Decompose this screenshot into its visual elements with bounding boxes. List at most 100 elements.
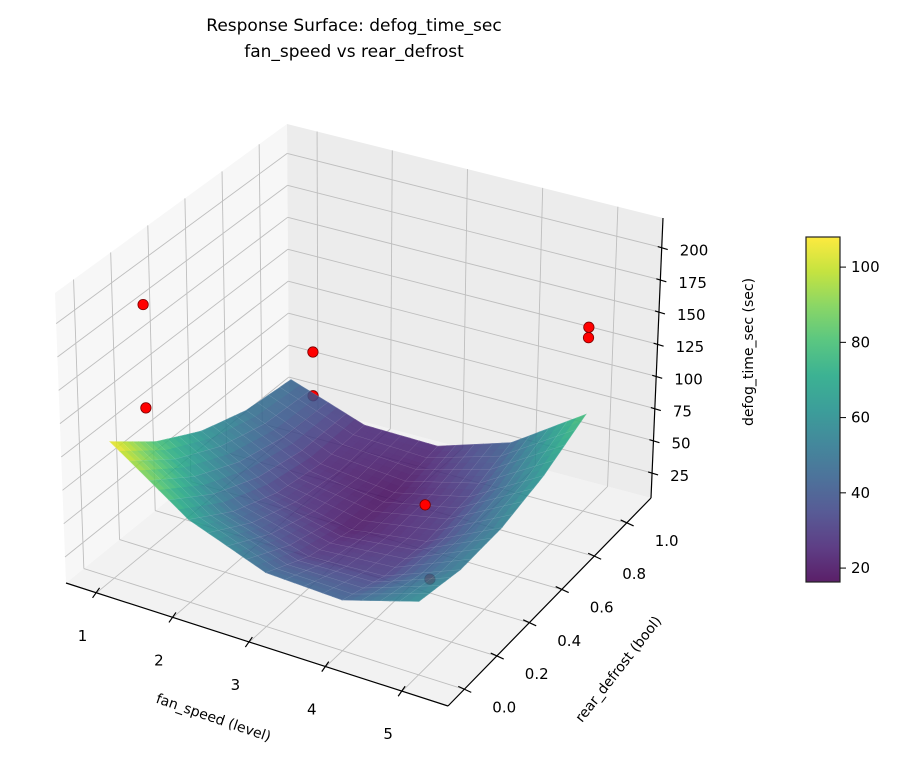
surface-wire xyxy=(279,387,576,459)
y-axis-line xyxy=(447,497,652,707)
surface-wire xyxy=(207,430,383,533)
z-tick xyxy=(654,310,666,315)
gridline-x-back xyxy=(389,150,393,429)
surface-wire xyxy=(178,436,482,559)
surface-wire xyxy=(257,402,555,484)
z-tick-label: 200 xyxy=(680,242,709,260)
surface-wire xyxy=(284,445,456,580)
y-tick-label: 0.2 xyxy=(525,665,549,683)
gridline-y-left xyxy=(73,279,85,569)
title-line-1: Response Surface: defog_time_sec xyxy=(206,16,501,36)
surface-wire xyxy=(265,446,438,573)
gridline-x-floor xyxy=(401,486,608,692)
surface-wire xyxy=(212,425,513,531)
colorbar-tick-label: 80 xyxy=(851,333,870,351)
surface-wire xyxy=(144,441,451,583)
data-point xyxy=(582,332,595,344)
left-pane xyxy=(55,124,289,583)
x-tick xyxy=(397,685,406,697)
gridline-y-floor xyxy=(119,539,497,657)
surface-wire xyxy=(303,444,475,587)
gridline-y-left xyxy=(110,252,120,540)
gridline-x-back xyxy=(607,206,619,487)
surface-wire xyxy=(234,415,534,509)
z-tick-label: 75 xyxy=(673,403,692,421)
gridline-z-left xyxy=(58,216,288,391)
axis-panes xyxy=(55,124,663,706)
surface-wire xyxy=(227,435,402,547)
axes: 1 2 3 4 5 0.0 0.2 0.4 0.6 0.8 1.0 25 50 75 100 125 150 17… xyxy=(65,217,709,743)
surface-wire xyxy=(290,379,587,447)
surface-wire xyxy=(109,441,419,602)
surface-wire xyxy=(418,414,587,602)
surface-wire xyxy=(399,421,568,602)
z-axis-line xyxy=(650,217,664,499)
colorbar: 20 40 60 80 100 xyxy=(805,236,880,583)
z-tick-label: 125 xyxy=(676,338,705,356)
z-tick-label: 175 xyxy=(678,274,707,292)
z-tick xyxy=(653,342,664,347)
gridline-z-back xyxy=(287,216,660,313)
y-tick-label: 0.0 xyxy=(492,698,516,716)
gridline-z-left xyxy=(60,280,289,458)
surface-patch xyxy=(408,597,425,602)
x-tick xyxy=(92,587,101,599)
surface-wire xyxy=(322,443,493,594)
z-tick xyxy=(656,278,667,283)
back-pane xyxy=(287,124,663,498)
surface-wire xyxy=(342,442,512,601)
z-tick-label: 25 xyxy=(670,467,689,485)
surface-wire xyxy=(121,441,430,595)
surface-wire xyxy=(223,420,523,520)
z-tick-label: 100 xyxy=(674,370,703,388)
gridline-z-left xyxy=(59,248,289,425)
y-axis-label: rear_defrost (bool) xyxy=(573,613,666,725)
data-point xyxy=(137,298,149,311)
x-tick xyxy=(168,612,177,623)
gridline-z-back xyxy=(287,152,662,249)
y-tick-label: 0.6 xyxy=(590,599,614,617)
response-surface xyxy=(109,379,587,602)
z-tick xyxy=(650,406,662,412)
surface-wire xyxy=(155,441,461,577)
surface-wire xyxy=(268,394,565,470)
gridline-z-back xyxy=(288,376,653,474)
y-tick xyxy=(555,585,569,594)
title-line-2: fan_speed vs rear_defrost xyxy=(244,42,464,62)
gridline-x-back xyxy=(462,169,468,449)
gridline-y-floor xyxy=(83,568,465,690)
surface-wire xyxy=(361,435,530,601)
gridline-z-left xyxy=(57,184,288,358)
gridline-z-back xyxy=(288,312,655,409)
gridline-z-back xyxy=(287,184,661,281)
gridline-z-back xyxy=(288,280,657,377)
x-axis-label: fan_speed (level) xyxy=(154,691,273,745)
y-tick xyxy=(490,652,504,660)
colorbar-tick-label: 40 xyxy=(851,484,870,502)
surface-wire xyxy=(246,440,420,560)
y-tick-label: 1.0 xyxy=(655,532,679,550)
surface-wire xyxy=(189,433,492,551)
x-axis-line xyxy=(65,582,449,707)
colorbar-tick-label: 60 xyxy=(851,409,870,427)
z-tick xyxy=(647,471,659,476)
z-tick xyxy=(657,246,668,251)
surface-wire xyxy=(246,410,544,498)
gridline-y-left xyxy=(221,171,228,453)
surface-wire xyxy=(132,441,440,589)
data-point xyxy=(307,346,319,358)
surface-wire xyxy=(188,424,365,520)
x-tick-label: 5 xyxy=(383,725,393,743)
x-tick-label: 2 xyxy=(154,651,164,669)
data-point xyxy=(419,499,431,511)
gridline-y-left xyxy=(258,144,263,424)
z-tick xyxy=(652,374,663,379)
scatter-points-above-surface xyxy=(137,298,595,511)
surface-wire xyxy=(149,402,328,481)
z-tick-label: 50 xyxy=(671,435,690,453)
x-tick-label: 3 xyxy=(231,676,241,694)
surface-wire xyxy=(109,379,292,442)
gridline-z-back xyxy=(288,344,654,442)
gridline-z-left xyxy=(55,153,288,325)
